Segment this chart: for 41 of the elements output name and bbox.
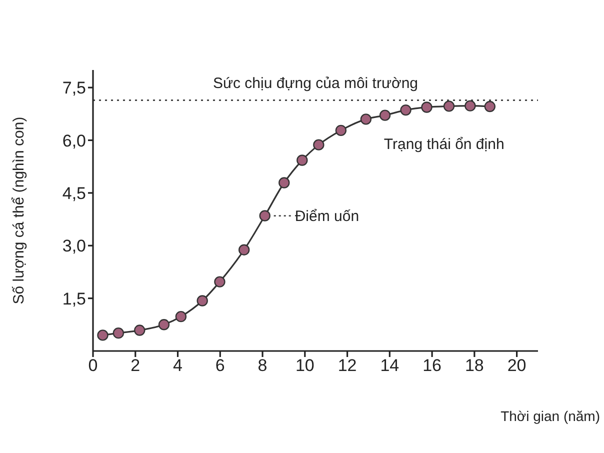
point: [158, 319, 170, 330]
x-tick-label: 16: [422, 356, 442, 376]
point: [313, 139, 324, 150]
point: [443, 100, 455, 112]
y-tick-label: 4,5: [62, 184, 86, 203]
x-axis-title: Thời gian (năm): [500, 408, 600, 424]
y-axis-title: Số lượng cá thể (nghìn con): [10, 116, 28, 304]
point: [134, 324, 146, 336]
x-tick-label: 20: [507, 356, 526, 376]
y-tick-label: 6,0: [62, 131, 86, 150]
point: [360, 114, 372, 125]
point: [296, 154, 308, 166]
point: [464, 100, 476, 112]
x-tick-label: 10: [295, 356, 314, 376]
point: [112, 327, 124, 339]
y-tick-label: 3,0: [62, 236, 86, 256]
point: [214, 276, 226, 288]
x-tick-label: 18: [464, 356, 484, 376]
ref-line-label: Sức chịu đựng của môi trường: [212, 75, 418, 92]
point: [484, 100, 496, 112]
point: [421, 102, 432, 113]
x-tick-label: 4: [173, 356, 182, 376]
point: [335, 124, 347, 136]
point: [175, 310, 187, 322]
point: [196, 295, 208, 306]
point: [400, 104, 412, 116]
point: [259, 210, 270, 222]
point: [278, 177, 290, 188]
x-tick-label: 12: [338, 356, 357, 376]
annotation: Trạng thái ổn định: [384, 136, 504, 154]
point: [379, 110, 391, 121]
x-tick-label: 14: [380, 356, 400, 376]
x-tick-label: 2: [130, 356, 140, 376]
y-tick-label: 1,5: [62, 289, 86, 308]
point: [238, 244, 250, 256]
x-tick-label: 8: [258, 356, 268, 376]
annotation: Điểm uốn: [294, 208, 360, 225]
x-tick-label: 6: [215, 356, 225, 376]
y-tick-label: 7,5: [62, 78, 86, 98]
x-tick-label: 0: [88, 356, 98, 376]
point: [97, 330, 108, 341]
